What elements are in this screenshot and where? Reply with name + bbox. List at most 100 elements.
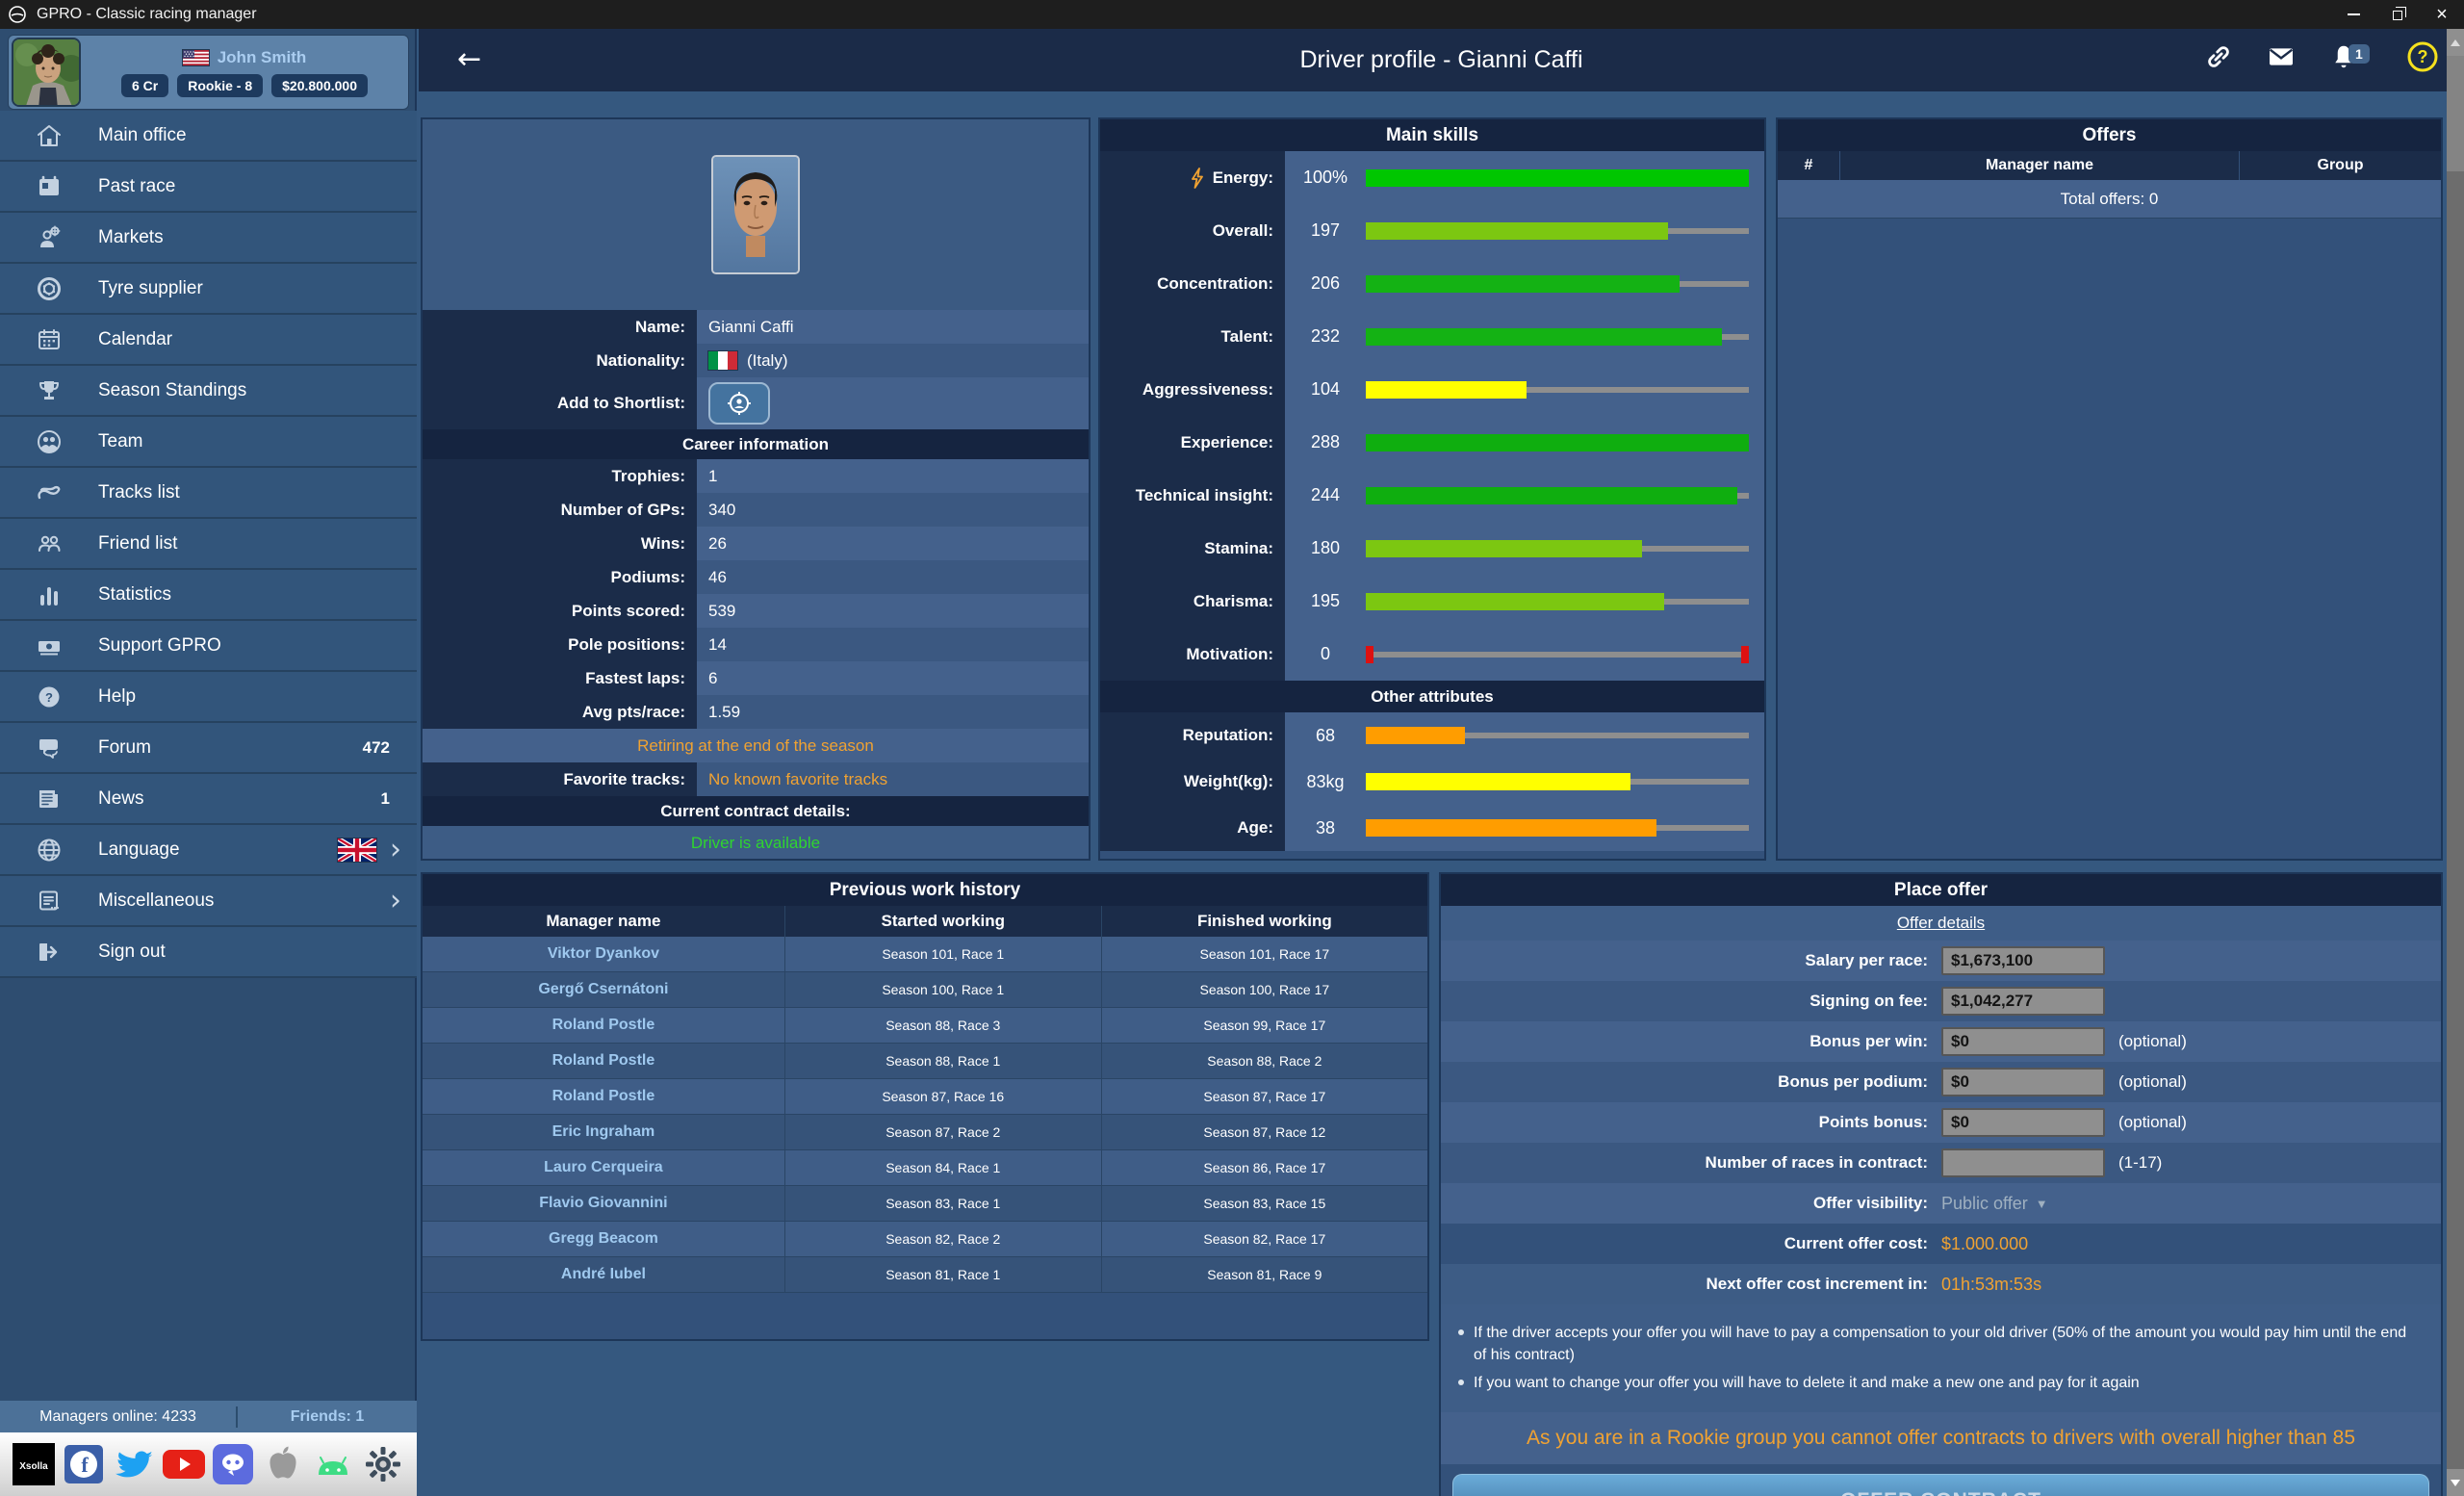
discord-icon[interactable] — [211, 1442, 255, 1486]
user-profile-box[interactable]: John Smith 6 Cr Rookie - 8 $20.800.000 — [8, 35, 409, 110]
scroll-up-button[interactable] — [2447, 29, 2464, 56]
offer-details-link[interactable]: Offer details — [1896, 914, 1986, 932]
android-icon[interactable] — [311, 1442, 355, 1486]
sidebar-item-label: Main office — [98, 124, 187, 145]
misc-icon — [0, 888, 98, 915]
sidebar-item-main-office[interactable]: Main office — [0, 111, 417, 162]
sidebar-item-language[interactable]: Language › — [0, 825, 417, 876]
help-icon[interactable]: ? — [2406, 40, 2439, 73]
sidebar-item-label: Markets — [98, 226, 164, 247]
add-to-shortlist-button[interactable] — [708, 382, 770, 425]
manager-name-link[interactable]: Lauro Cerqueira — [544, 1159, 663, 1175]
offer-field-suffix: (optional) — [2118, 1032, 2187, 1050]
sidebar-item-team[interactable]: Team — [0, 417, 417, 468]
sidebar-item-season-standings[interactable]: Season Standings — [0, 366, 417, 417]
sidebar-item-sign-out[interactable]: Sign out — [0, 927, 417, 978]
bell-icon[interactable]: 1 — [2329, 42, 2370, 71]
friends-count[interactable]: Friends: 1 — [290, 1407, 365, 1425]
sidebar-item-forum[interactable]: Forum 472 — [0, 723, 417, 774]
manager-name-link[interactable]: Viktor Dyankov — [547, 945, 660, 962]
sidebar-item-label: Statistics — [98, 583, 172, 605]
offer-field-input[interactable]: $0 — [1941, 1108, 2105, 1137]
offer-note: If you want to change your offer you wil… — [1458, 1372, 2416, 1394]
sidebar-item-calendar[interactable]: Calendar — [0, 315, 417, 366]
sidebar-status-bar: Managers online: 4233 Friends: 1 — [0, 1401, 417, 1432]
manager-name-link[interactable]: Roland Postle — [552, 1052, 655, 1069]
offers-column-header: Manager name — [1839, 151, 2239, 180]
scrollbar-thumb[interactable] — [2447, 56, 2464, 171]
skill-bar — [1366, 805, 1749, 851]
sidebar-item-tyre-supplier[interactable]: Tyre supplier — [0, 264, 417, 315]
skill-bar-fill — [1366, 539, 1642, 557]
skill-bar — [1366, 151, 1749, 204]
offers-panel: Offers # Manager name Group Total offers: … — [1776, 117, 2443, 861]
sidebar-item-label: Past race — [98, 175, 176, 196]
contract-details-header: Current contract details: — [423, 796, 1089, 826]
offer-field-input[interactable]: $1,042,277 — [1941, 987, 2105, 1016]
sidebar-item-past-race[interactable]: Past race — [0, 162, 417, 213]
offer-field-input[interactable] — [1941, 1148, 2105, 1177]
managers-online: Managers online: 4233 — [39, 1407, 196, 1425]
user-name: John Smith — [217, 47, 307, 66]
link-icon[interactable] — [2204, 42, 2233, 71]
favorite-tracks-label: Favorite tracks: — [423, 762, 697, 796]
apple-icon[interactable] — [261, 1442, 305, 1486]
page-scrollbar[interactable] — [2447, 29, 2464, 1496]
scroll-down-button[interactable] — [2447, 1469, 2464, 1496]
manager-name-link[interactable]: Roland Postle — [552, 1017, 655, 1033]
skill-bar-fill — [1366, 773, 1630, 790]
shortlist-label: Add to Shortlist: — [423, 377, 697, 429]
skill-bar — [1366, 575, 1749, 628]
restore-button[interactable] — [2375, 0, 2420, 29]
main-content: Name: Gianni Caffi Nationality: (Italy) … — [419, 91, 2447, 1496]
driver-photo — [711, 155, 800, 274]
skill-label: Motivation: — [1100, 628, 1285, 681]
minimize-button[interactable] — [2331, 0, 2375, 29]
skill-value: 288 — [1310, 432, 1341, 451]
career-stat-row: Points scored: 539 — [423, 594, 1089, 628]
sidebar-item-markets[interactable]: Markets — [0, 213, 417, 264]
offer-visibility-label: Offer visibility: — [1812, 1194, 1928, 1212]
manager-name-link[interactable]: Flavio Giovannini — [539, 1195, 668, 1211]
manager-name-link[interactable]: Eric Ingraham — [552, 1123, 655, 1140]
skill-bar-fill — [1366, 380, 1527, 399]
offer-field-input[interactable]: $1,673,100 — [1941, 946, 2105, 975]
close-button[interactable]: × — [2420, 0, 2464, 29]
sidebar-item-friend-list[interactable]: Friend list — [0, 519, 417, 570]
manager-name-link[interactable]: André Iubel — [560, 1266, 646, 1282]
stat-value: 1.59 — [697, 695, 1089, 729]
back-button[interactable]: ← — [457, 42, 482, 76]
sidebar-item-statistics[interactable]: Statistics — [0, 570, 417, 621]
manager-name-link[interactable]: Roland Postle — [552, 1088, 655, 1104]
offer-field-input[interactable]: $0 — [1941, 1027, 2105, 1056]
offer-contract-button[interactable]: OFFER CONTRACT — [1452, 1473, 2429, 1496]
sidebar-item-tracks-list[interactable]: Tracks list — [0, 468, 417, 519]
skill-bar — [1366, 257, 1749, 310]
status-divider — [236, 1406, 238, 1428]
manager-name-link[interactable]: Gergő Csernátoni — [538, 981, 669, 997]
skill-row-charisma-: Charisma: 195 — [1100, 575, 1764, 628]
xsolla-icon[interactable]: Xsolla — [12, 1442, 56, 1486]
sidebar-item-label: Friend list — [98, 532, 178, 554]
scroll-down-icon — [2451, 1479, 2460, 1486]
settings-icon[interactable] — [361, 1442, 405, 1486]
track-icon — [0, 479, 98, 506]
youtube-icon[interactable] — [162, 1442, 206, 1486]
skill-value: 68 — [1315, 725, 1336, 745]
mail-icon[interactable] — [2266, 41, 2297, 72]
offer-visibility-dropdown[interactable]: Public offer ▼ — [1941, 1193, 2048, 1213]
cost-increment-label: Next offer cost increment in: — [1706, 1275, 1929, 1293]
sidebar-item-help[interactable]: ? Help — [0, 672, 417, 723]
sidebar-item-news[interactable]: News 1 — [0, 774, 417, 825]
manager-name-link[interactable]: Gregg Beacom — [549, 1230, 658, 1247]
finished-working: Season 83, Race 15 — [1100, 1186, 1427, 1221]
twitter-icon[interactable] — [112, 1442, 156, 1486]
sidebar-item-miscellaneous[interactable]: Miscellaneous › — [0, 876, 417, 927]
sidebar-item-support-gpro[interactable]: Support GPRO — [0, 621, 417, 672]
past-race-icon — [0, 173, 98, 200]
skill-label: Weight(kg): — [1100, 759, 1285, 805]
offer-field-input[interactable]: $0 — [1941, 1068, 2105, 1096]
place-offer-title: Place offer — [1441, 874, 2441, 906]
facebook-icon[interactable]: f — [62, 1442, 106, 1486]
main-skills-title: Main skills — [1100, 119, 1764, 151]
